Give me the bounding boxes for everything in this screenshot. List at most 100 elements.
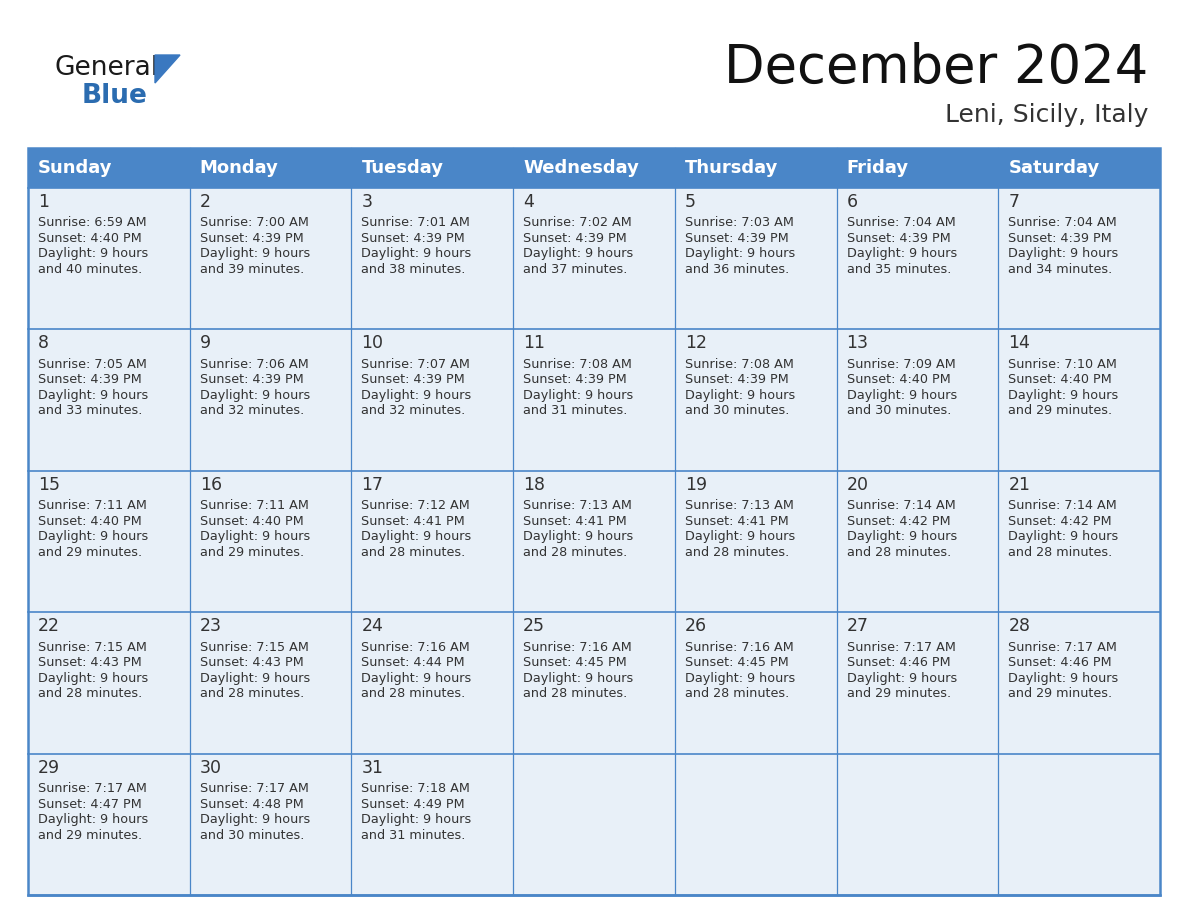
Text: and 28 minutes.: and 28 minutes. bbox=[361, 546, 466, 559]
Bar bbox=[352, 754, 513, 895]
Text: Sunset: 4:39 PM: Sunset: 4:39 PM bbox=[684, 374, 789, 386]
Text: Sunrise: 7:15 AM: Sunrise: 7:15 AM bbox=[200, 641, 309, 654]
Text: Sunset: 4:41 PM: Sunset: 4:41 PM bbox=[361, 515, 466, 528]
Text: Daylight: 9 hours: Daylight: 9 hours bbox=[361, 531, 472, 543]
Text: Sunrise: 7:16 AM: Sunrise: 7:16 AM bbox=[684, 641, 794, 654]
Text: Thursday: Thursday bbox=[684, 159, 778, 177]
Text: Sunset: 4:40 PM: Sunset: 4:40 PM bbox=[38, 232, 141, 245]
Text: 13: 13 bbox=[847, 334, 868, 353]
Text: 1: 1 bbox=[38, 193, 49, 211]
Text: Daylight: 9 hours: Daylight: 9 hours bbox=[200, 531, 310, 543]
Text: Sunrise: 7:11 AM: Sunrise: 7:11 AM bbox=[38, 499, 147, 512]
Text: and 28 minutes.: and 28 minutes. bbox=[684, 546, 789, 559]
Text: Daylight: 9 hours: Daylight: 9 hours bbox=[523, 248, 633, 261]
Text: and 35 minutes.: and 35 minutes. bbox=[847, 263, 950, 276]
Text: Sunrise: 7:12 AM: Sunrise: 7:12 AM bbox=[361, 499, 470, 512]
Text: Sunset: 4:45 PM: Sunset: 4:45 PM bbox=[523, 656, 627, 669]
Bar bbox=[836, 754, 998, 895]
Text: Daylight: 9 hours: Daylight: 9 hours bbox=[38, 531, 148, 543]
Text: 5: 5 bbox=[684, 193, 696, 211]
Bar bbox=[675, 148, 836, 188]
Text: 31: 31 bbox=[361, 758, 384, 777]
Bar bbox=[190, 188, 352, 330]
Text: Sunset: 4:45 PM: Sunset: 4:45 PM bbox=[684, 656, 789, 669]
Text: Sunset: 4:40 PM: Sunset: 4:40 PM bbox=[847, 374, 950, 386]
Text: Daylight: 9 hours: Daylight: 9 hours bbox=[684, 672, 795, 685]
Text: and 30 minutes.: and 30 minutes. bbox=[847, 405, 950, 418]
Text: Daylight: 9 hours: Daylight: 9 hours bbox=[200, 813, 310, 826]
Text: Tuesday: Tuesday bbox=[361, 159, 443, 177]
Text: 8: 8 bbox=[38, 334, 49, 353]
Bar bbox=[190, 754, 352, 895]
Text: 26: 26 bbox=[684, 617, 707, 635]
Text: Sunrise: 7:01 AM: Sunrise: 7:01 AM bbox=[361, 217, 470, 230]
Text: Sunset: 4:41 PM: Sunset: 4:41 PM bbox=[523, 515, 627, 528]
Text: Daylight: 9 hours: Daylight: 9 hours bbox=[38, 389, 148, 402]
Text: and 28 minutes.: and 28 minutes. bbox=[684, 688, 789, 700]
Text: December 2024: December 2024 bbox=[723, 42, 1148, 94]
Text: Daylight: 9 hours: Daylight: 9 hours bbox=[1009, 672, 1119, 685]
Text: Sunrise: 7:05 AM: Sunrise: 7:05 AM bbox=[38, 358, 147, 371]
Bar bbox=[352, 148, 513, 188]
Text: Daylight: 9 hours: Daylight: 9 hours bbox=[523, 672, 633, 685]
Text: Sunset: 4:49 PM: Sunset: 4:49 PM bbox=[361, 798, 465, 811]
Bar bbox=[998, 754, 1159, 895]
Text: Daylight: 9 hours: Daylight: 9 hours bbox=[38, 813, 148, 826]
Bar bbox=[675, 754, 836, 895]
Text: Sunrise: 7:17 AM: Sunrise: 7:17 AM bbox=[1009, 641, 1117, 654]
Text: Sunset: 4:40 PM: Sunset: 4:40 PM bbox=[38, 515, 141, 528]
Bar bbox=[675, 471, 836, 612]
Text: Daylight: 9 hours: Daylight: 9 hours bbox=[684, 389, 795, 402]
Text: 22: 22 bbox=[38, 617, 61, 635]
Text: and 29 minutes.: and 29 minutes. bbox=[1009, 688, 1112, 700]
Text: Sunset: 4:39 PM: Sunset: 4:39 PM bbox=[684, 232, 789, 245]
Text: Sunday: Sunday bbox=[38, 159, 113, 177]
Bar bbox=[513, 148, 675, 188]
Text: Sunrise: 7:14 AM: Sunrise: 7:14 AM bbox=[847, 499, 955, 512]
Text: and 32 minutes.: and 32 minutes. bbox=[361, 405, 466, 418]
Bar bbox=[29, 148, 190, 188]
Text: Sunset: 4:39 PM: Sunset: 4:39 PM bbox=[38, 374, 141, 386]
Text: Sunset: 4:40 PM: Sunset: 4:40 PM bbox=[200, 515, 303, 528]
Bar bbox=[998, 188, 1159, 330]
Text: 10: 10 bbox=[361, 334, 384, 353]
Text: Daylight: 9 hours: Daylight: 9 hours bbox=[523, 389, 633, 402]
Text: and 30 minutes.: and 30 minutes. bbox=[200, 829, 304, 842]
Text: 28: 28 bbox=[1009, 617, 1030, 635]
Text: Wednesday: Wednesday bbox=[523, 159, 639, 177]
Bar bbox=[513, 754, 675, 895]
Text: Sunrise: 7:08 AM: Sunrise: 7:08 AM bbox=[684, 358, 794, 371]
Text: 14: 14 bbox=[1009, 334, 1030, 353]
Text: Blue: Blue bbox=[82, 83, 147, 109]
Text: 16: 16 bbox=[200, 476, 222, 494]
Text: Daylight: 9 hours: Daylight: 9 hours bbox=[361, 672, 472, 685]
Bar bbox=[29, 148, 1159, 895]
Text: Daylight: 9 hours: Daylight: 9 hours bbox=[1009, 389, 1119, 402]
Text: 18: 18 bbox=[523, 476, 545, 494]
Bar bbox=[836, 612, 998, 754]
Text: Sunrise: 7:17 AM: Sunrise: 7:17 AM bbox=[200, 782, 309, 795]
Text: Sunrise: 7:04 AM: Sunrise: 7:04 AM bbox=[847, 217, 955, 230]
Text: Daylight: 9 hours: Daylight: 9 hours bbox=[847, 248, 956, 261]
Text: Sunset: 4:39 PM: Sunset: 4:39 PM bbox=[523, 232, 627, 245]
Text: Sunset: 4:39 PM: Sunset: 4:39 PM bbox=[847, 232, 950, 245]
Text: Sunset: 4:41 PM: Sunset: 4:41 PM bbox=[684, 515, 789, 528]
Text: Sunset: 4:39 PM: Sunset: 4:39 PM bbox=[523, 374, 627, 386]
Text: Sunset: 4:39 PM: Sunset: 4:39 PM bbox=[1009, 232, 1112, 245]
Text: Daylight: 9 hours: Daylight: 9 hours bbox=[361, 813, 472, 826]
Bar bbox=[352, 471, 513, 612]
Text: Sunset: 4:39 PM: Sunset: 4:39 PM bbox=[361, 232, 466, 245]
Text: Sunrise: 7:02 AM: Sunrise: 7:02 AM bbox=[523, 217, 632, 230]
Text: Daylight: 9 hours: Daylight: 9 hours bbox=[38, 248, 148, 261]
Text: Sunrise: 7:07 AM: Sunrise: 7:07 AM bbox=[361, 358, 470, 371]
Bar bbox=[998, 471, 1159, 612]
Text: and 28 minutes.: and 28 minutes. bbox=[847, 546, 950, 559]
Text: Sunset: 4:39 PM: Sunset: 4:39 PM bbox=[361, 374, 466, 386]
Text: Daylight: 9 hours: Daylight: 9 hours bbox=[38, 672, 148, 685]
Text: and 32 minutes.: and 32 minutes. bbox=[200, 405, 304, 418]
Text: and 31 minutes.: and 31 minutes. bbox=[361, 829, 466, 842]
Text: 20: 20 bbox=[847, 476, 868, 494]
Text: Sunrise: 7:09 AM: Sunrise: 7:09 AM bbox=[847, 358, 955, 371]
Text: Sunset: 4:44 PM: Sunset: 4:44 PM bbox=[361, 656, 465, 669]
Bar bbox=[513, 471, 675, 612]
